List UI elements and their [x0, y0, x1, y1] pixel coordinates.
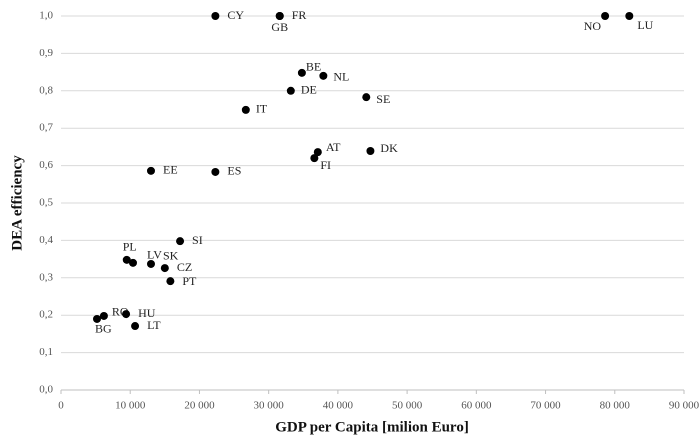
- point: [241, 105, 250, 114]
- y-tick-label: 0,7: [39, 122, 53, 134]
- x-tick-label: 50 000: [392, 400, 423, 412]
- point: [601, 12, 610, 20]
- point-label: GB: [271, 20, 288, 34]
- point: [176, 237, 185, 246]
- point-label: DK: [380, 141, 398, 155]
- point: [131, 322, 140, 331]
- y-tick-label: 0,3: [39, 271, 53, 283]
- point: [313, 148, 322, 157]
- point: [319, 71, 328, 80]
- point-label: CY: [227, 8, 244, 22]
- point: [310, 154, 319, 163]
- point-label: DE: [301, 83, 317, 97]
- x-axis-title: GDP per Capita [milion Euro]: [275, 419, 469, 435]
- point-label: AT: [326, 140, 341, 154]
- x-tick-label: 40 000: [323, 400, 354, 412]
- x-tick-label: 0: [58, 400, 64, 412]
- point: [211, 167, 220, 176]
- point: [366, 147, 375, 156]
- point: [128, 258, 137, 267]
- point: [362, 93, 371, 102]
- point-label: FR: [292, 8, 307, 22]
- point-label: IT: [256, 102, 268, 116]
- y-tick-label: 0,6: [39, 159, 53, 171]
- point: [275, 12, 284, 20]
- point-label: LV: [147, 248, 162, 262]
- point: [92, 314, 101, 323]
- point-label: LT: [147, 318, 161, 332]
- point: [297, 68, 306, 77]
- point-label: SI: [192, 233, 203, 247]
- point-label: SE: [376, 92, 390, 106]
- x-tick-label: 20 000: [184, 400, 215, 412]
- point-label: NO: [584, 19, 602, 33]
- x-tick-label: 70 000: [530, 400, 561, 412]
- y-tick-label: 0,8: [39, 84, 53, 96]
- point-label: BE: [306, 60, 321, 74]
- y-tick-label: 0,1: [39, 346, 53, 358]
- y-tick-label: 0,5: [39, 197, 53, 209]
- y-tick-label: 0,2: [39, 309, 53, 321]
- point: [146, 259, 155, 268]
- point-label: PT: [182, 274, 197, 288]
- point-label: SK: [163, 249, 179, 263]
- y-tick-label: 0,4: [39, 234, 53, 246]
- point-label: LU: [637, 18, 653, 32]
- y-axis-title: DEA efficiency: [9, 155, 25, 251]
- point-label: EE: [163, 163, 178, 177]
- point-label: CZ: [177, 260, 192, 274]
- y-tick-label: 1,0: [39, 10, 53, 22]
- point: [146, 166, 155, 175]
- point: [625, 12, 634, 20]
- x-tick-label: 30 000: [254, 400, 285, 412]
- point: [166, 277, 175, 286]
- point: [122, 310, 131, 319]
- point: [122, 255, 131, 264]
- point-label: FI: [320, 158, 331, 172]
- point-label: HU: [138, 306, 156, 320]
- y-tick-label: 0,9: [39, 47, 53, 59]
- point-label: BG: [95, 322, 112, 336]
- x-tick-label: 80 000: [600, 400, 631, 412]
- y-tick-label: 0,0: [39, 384, 53, 396]
- point: [211, 12, 220, 20]
- point: [286, 86, 295, 95]
- point-label: NL: [333, 70, 349, 84]
- point-label: ES: [227, 164, 241, 178]
- point: [99, 311, 108, 320]
- x-tick-label: 60 000: [461, 400, 492, 412]
- x-tick-label: 10 000: [115, 400, 146, 412]
- point-label: PL: [123, 240, 137, 254]
- point: [160, 264, 169, 273]
- x-tick-label: 90 000: [669, 400, 700, 412]
